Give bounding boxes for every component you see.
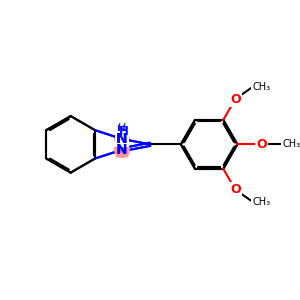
Circle shape xyxy=(114,142,130,158)
Text: N: N xyxy=(117,143,127,156)
Text: N: N xyxy=(116,132,128,146)
Text: H: H xyxy=(117,125,124,135)
Text: H: H xyxy=(118,124,128,137)
Text: N: N xyxy=(116,143,128,157)
Text: O: O xyxy=(230,183,241,196)
Text: CH₃: CH₃ xyxy=(253,197,271,207)
Text: CH₃: CH₃ xyxy=(253,82,271,92)
Text: N: N xyxy=(117,131,127,144)
Text: CH₃: CH₃ xyxy=(283,139,300,149)
Circle shape xyxy=(114,142,130,158)
Text: O: O xyxy=(256,138,267,151)
Text: H: H xyxy=(118,123,126,133)
Circle shape xyxy=(115,132,129,146)
Text: O: O xyxy=(230,93,241,106)
Text: N: N xyxy=(116,132,128,146)
Circle shape xyxy=(114,131,130,147)
